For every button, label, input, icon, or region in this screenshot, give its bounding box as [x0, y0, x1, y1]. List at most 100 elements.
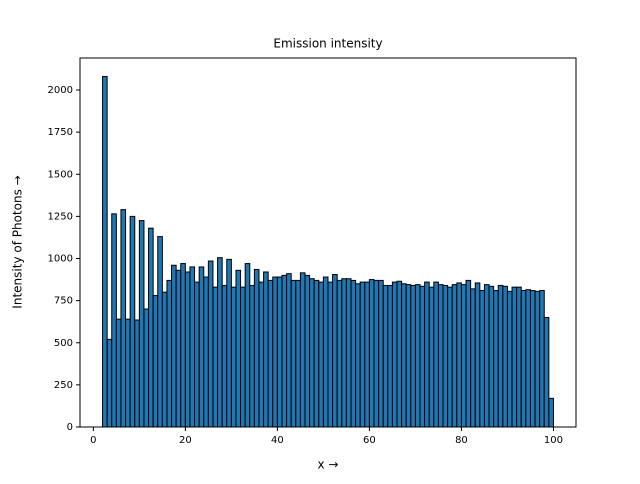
x-tick-label: 20 [179, 435, 192, 446]
bar [263, 271, 269, 428]
bar [203, 276, 209, 428]
bar [391, 281, 398, 428]
bar [483, 284, 490, 428]
axes-frame [79, 57, 577, 428]
x-tick-label: 0 [90, 435, 96, 446]
bar [267, 279, 274, 428]
bar [368, 279, 375, 428]
x-tick-label: 100 [544, 435, 563, 446]
x-tick-label: 60 [363, 435, 376, 446]
y-tick-label: 250 [54, 380, 73, 391]
x-tick-label: 80 [455, 435, 468, 446]
bar [106, 338, 113, 428]
y-tick-label: 0 [67, 422, 73, 433]
bar [322, 276, 329, 428]
bar [157, 236, 163, 428]
bar [276, 276, 283, 428]
bar [290, 279, 297, 428]
bar [198, 266, 205, 428]
bar [258, 281, 265, 428]
bar [138, 220, 145, 428]
bar [226, 258, 232, 428]
bar [148, 227, 154, 428]
bar [493, 290, 499, 428]
bar [516, 286, 522, 428]
bar [373, 279, 380, 428]
bar [511, 286, 518, 428]
bar [336, 279, 343, 428]
bar [382, 284, 389, 428]
bar [520, 290, 527, 428]
bar [350, 279, 357, 428]
bar [460, 284, 467, 428]
bar [401, 283, 407, 428]
bar [249, 284, 255, 428]
bar [161, 291, 168, 428]
bar [207, 260, 214, 428]
bar [299, 272, 306, 428]
bar [488, 285, 495, 428]
bar [175, 269, 182, 428]
bar [180, 263, 186, 428]
bar [502, 285, 508, 428]
bar [143, 308, 150, 428]
x-axis-label: x → [318, 458, 339, 472]
bar [451, 284, 458, 428]
bar [433, 281, 439, 428]
bar [359, 281, 366, 428]
bar [465, 279, 472, 428]
bar [355, 283, 361, 428]
bar [419, 285, 426, 428]
bar [212, 286, 219, 428]
bar [345, 278, 352, 428]
bar [456, 282, 462, 428]
bar [184, 271, 191, 428]
bar [525, 289, 531, 428]
bar [189, 266, 196, 428]
chart-title: Emission intensity [273, 37, 382, 51]
bar [244, 263, 251, 428]
bar [230, 286, 237, 428]
y-tick-label: 750 [54, 296, 73, 307]
bar [548, 397, 554, 428]
bar [364, 281, 370, 428]
bar [506, 290, 513, 428]
bar [447, 286, 453, 428]
bar [327, 281, 334, 428]
bar [378, 279, 384, 428]
y-axis-label: Intensity of Photons → [11, 175, 25, 308]
y-tick-label: 1750 [48, 127, 73, 138]
bar [470, 288, 476, 428]
bar [272, 276, 278, 428]
y-tick-label: 1000 [48, 254, 73, 265]
y-tick-label: 500 [54, 338, 73, 349]
bar [253, 268, 260, 428]
bar [534, 290, 541, 428]
bar [166, 279, 173, 428]
bar [129, 215, 136, 428]
bar [387, 284, 393, 428]
bar [295, 279, 301, 428]
bar [424, 281, 430, 428]
bar [410, 284, 416, 428]
bar [120, 209, 127, 428]
bar [543, 316, 550, 428]
bar [309, 278, 315, 428]
bar [111, 213, 117, 428]
bar [396, 280, 403, 428]
bar [134, 319, 140, 428]
bar [221, 284, 228, 428]
bar [304, 274, 311, 428]
bar [235, 269, 242, 428]
x-tick-label: 40 [271, 435, 284, 446]
bar [240, 286, 246, 428]
bar [442, 284, 449, 428]
bar [115, 318, 122, 428]
bar [405, 284, 412, 428]
bar [217, 257, 223, 428]
y-tick-label: 1250 [48, 211, 73, 222]
bar [437, 284, 444, 428]
bar [529, 290, 536, 428]
bar [318, 281, 324, 428]
